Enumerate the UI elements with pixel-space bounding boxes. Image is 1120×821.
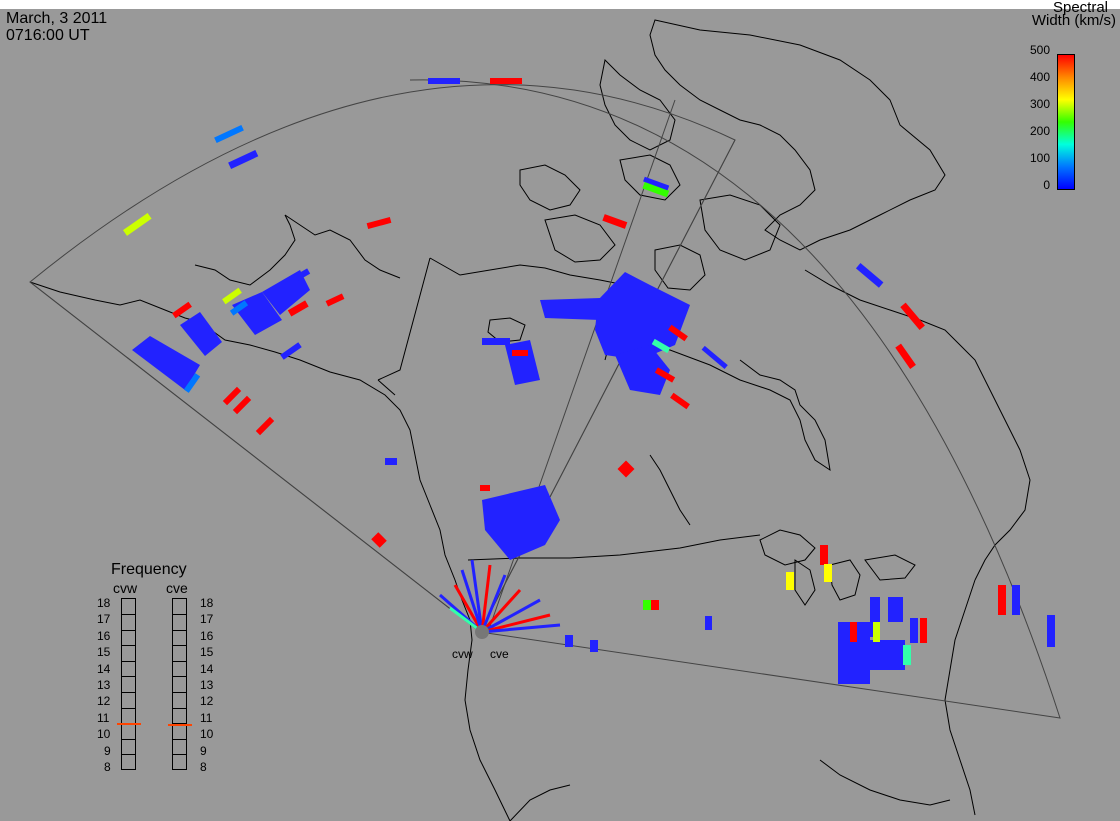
frequency-cell (173, 677, 186, 693)
frequency-label: 13 (200, 678, 214, 692)
frequency-label: 10 (200, 727, 214, 742)
frequency-label: 11 (200, 710, 213, 725)
frequency-cell (173, 646, 186, 662)
spectral-width-colorbar (1057, 54, 1075, 190)
frequency-marker-cve (168, 724, 192, 727)
frequency-cell (122, 724, 135, 740)
frequency-title: Frequency (111, 561, 187, 578)
frequency-cell (122, 646, 135, 662)
frequency-cell (173, 724, 186, 740)
frequency-scale-cve (172, 598, 187, 770)
site-label-cvw: cvw (452, 647, 473, 661)
colorbar-tick: 200 (1029, 124, 1050, 138)
colorbar-tick: 300 (1029, 97, 1050, 111)
frequency-cell (122, 677, 135, 693)
frequency-label: 13 (97, 678, 111, 692)
colorbar-title: Spectral (1052, 0, 1108, 16)
frequency-cell (173, 739, 186, 756)
frequency-label: 18 (97, 596, 111, 610)
top-strip (0, 0, 1120, 9)
frequency-cell (122, 739, 135, 756)
frequency-label: 12 (200, 694, 214, 709)
frequency-cell (173, 661, 186, 678)
frequency-label: 8 (104, 760, 111, 774)
colorbar-tick: 0 (1043, 178, 1050, 192)
frequency-label: 17 (97, 612, 111, 627)
frequency-cell (173, 599, 186, 615)
frequency-cell (122, 615, 135, 631)
scatter-echoes (122, 78, 1055, 684)
frequency-cell (173, 693, 186, 709)
frequency-cell (122, 630, 135, 647)
frequency-cell (122, 693, 135, 709)
coastlines (29, 19, 1031, 821)
radar-site-marker (475, 625, 489, 639)
frequency-label: 11 (97, 710, 110, 725)
frequency-marker-cvw (117, 722, 141, 725)
frequency-label: 17 (200, 612, 214, 627)
frequency-label: 15 (97, 645, 111, 660)
frequency-label: 16 (200, 628, 214, 643)
frequency-cell (173, 708, 186, 725)
colorbar-tick: 400 (1029, 70, 1050, 84)
radar-label-cve: cve (166, 580, 188, 596)
frequency-label: 16 (97, 628, 111, 643)
frequency-label: 9 (200, 743, 207, 758)
frequency-label: 12 (97, 694, 111, 709)
frequency-label: 18 (200, 596, 214, 610)
colorbar-tick: 500 (1029, 43, 1050, 57)
frequency-label: 8 (200, 760, 207, 774)
frequency-cell (173, 615, 186, 631)
site-label-cve: cve (490, 647, 509, 661)
colorbar-units: Width (km/s) (1031, 12, 1116, 29)
frequency-label: 14 (97, 661, 111, 676)
date-label: March, 3 2011 (6, 10, 108, 27)
radar-fan (439, 559, 561, 634)
frequency-cell (122, 661, 135, 678)
frequency-label: 15 (200, 645, 214, 660)
radar-label-cvw: cvw (113, 580, 138, 596)
frequency-cell (173, 630, 186, 647)
frequency-label: 9 (104, 743, 111, 758)
frequency-label: 10 (97, 727, 111, 742)
frequency-label: 14 (200, 661, 214, 676)
frequency-cell (122, 599, 135, 615)
frequency-scale-cvw (121, 598, 136, 770)
time-label: 0716:00 UT (6, 27, 90, 44)
colorbar-tick: 100 (1029, 151, 1050, 165)
